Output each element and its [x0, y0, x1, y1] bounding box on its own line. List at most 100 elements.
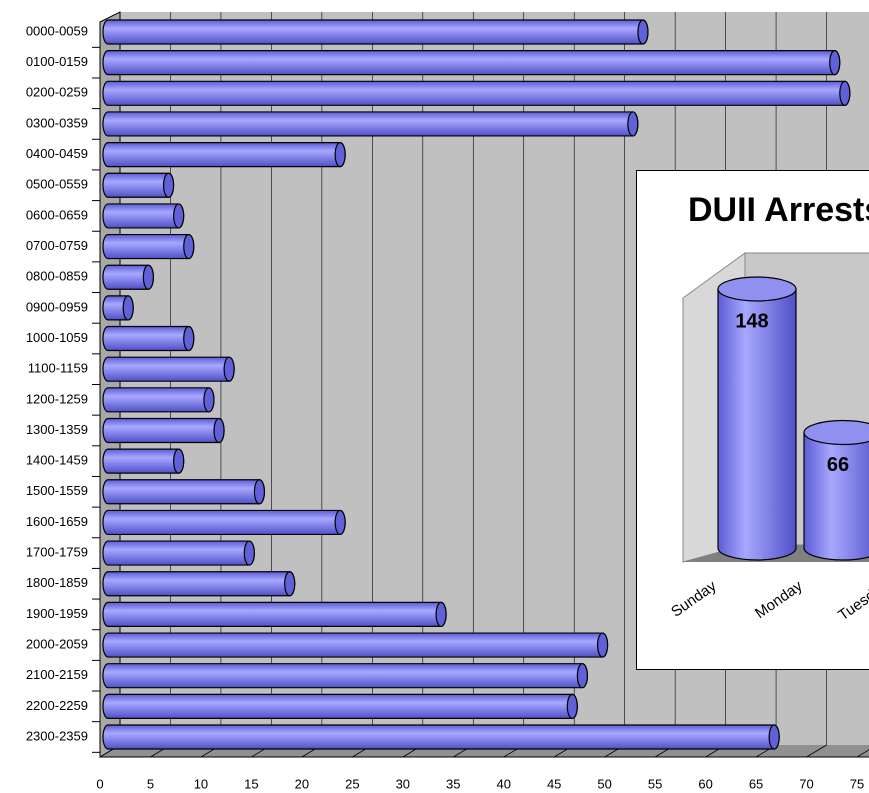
x-tick-label: 65 — [749, 776, 763, 791]
x-tick-label: 20 — [295, 776, 309, 791]
bar — [102, 50, 841, 76]
y-tick-label: 1500-1559 — [26, 483, 88, 498]
bar-body — [102, 724, 780, 750]
data-label: 148 — [735, 310, 768, 332]
bar — [102, 540, 255, 566]
tick-mark — [856, 749, 869, 758]
y-tick-label: 1700-1759 — [26, 545, 88, 560]
bar — [102, 387, 215, 413]
y-tick-label: 1100-1159 — [28, 361, 88, 376]
x-tick-label: 55 — [648, 776, 662, 791]
x-tick-label: 60 — [698, 776, 712, 791]
bar-body — [102, 509, 346, 536]
bar-cap — [566, 693, 578, 719]
x-tick-label: 0 — [96, 776, 103, 791]
bar — [102, 417, 225, 444]
bar — [102, 509, 346, 536]
y-tick-label: 0900-0959 — [26, 299, 88, 314]
bar-cap — [213, 417, 225, 444]
bar-body — [102, 693, 578, 719]
x-tick-label: 35 — [446, 776, 460, 791]
bar-cap — [142, 264, 154, 290]
bar-cap — [173, 448, 185, 474]
column-body — [717, 288, 797, 561]
bar-cap — [627, 111, 639, 137]
bar-cap — [223, 356, 235, 382]
bar-body — [102, 632, 609, 658]
bar — [102, 356, 235, 382]
column-top — [803, 419, 869, 446]
bar-cap — [162, 172, 175, 198]
bar-cap — [596, 632, 609, 658]
column — [803, 419, 869, 561]
bar — [102, 142, 346, 168]
bar-body — [102, 417, 225, 444]
bar-cap — [253, 479, 265, 505]
bar — [102, 80, 851, 106]
bar-body — [102, 387, 215, 413]
x-tick-label: 45 — [547, 776, 561, 791]
bar — [102, 203, 185, 229]
bar-body — [102, 19, 649, 45]
x-tick-label: 25 — [345, 776, 359, 791]
bar — [102, 571, 296, 597]
x-tick-label: 70 — [799, 776, 813, 791]
bar — [102, 663, 588, 689]
bar-cap — [183, 233, 195, 260]
x-tick-label: 10 — [194, 776, 208, 791]
bar — [102, 448, 185, 474]
bar-cap — [334, 509, 346, 536]
x-tick-label: 75 — [850, 776, 864, 791]
y-tick-label: 0700-0759 — [26, 238, 88, 253]
y-tick-label: 1200-1259 — [26, 391, 88, 406]
bar — [102, 479, 265, 505]
bar — [102, 172, 175, 198]
bar-body — [102, 663, 588, 689]
bar-body — [102, 356, 235, 382]
bar — [102, 632, 609, 658]
y-tick-label: 0800-0859 — [26, 269, 88, 284]
data-label: 66 — [827, 454, 849, 476]
bar-cap — [183, 325, 195, 352]
bar-body — [102, 111, 639, 137]
x-tick-label: 50 — [597, 776, 611, 791]
y-tick-label: 1900-1959 — [26, 606, 88, 621]
bar — [102, 601, 447, 627]
bar-cap — [637, 19, 649, 45]
y-tick-label: 0500-0559 — [26, 177, 88, 192]
y-tick-label: 1300-1359 — [26, 422, 88, 437]
y-tick-label: 2200-2259 — [26, 698, 88, 713]
bar — [102, 233, 195, 260]
inset-title: DUII Arrests — [688, 191, 869, 229]
bar-cap — [173, 203, 185, 229]
bar-body — [102, 571, 296, 597]
x-tick-label: 30 — [396, 776, 410, 791]
y-tick-label: 1600-1659 — [26, 514, 88, 529]
y-tick-label: 0100-0159 — [26, 54, 88, 69]
tick-mark — [806, 744, 827, 758]
bar-cap — [435, 601, 447, 627]
bar — [102, 264, 154, 290]
bar — [102, 295, 134, 321]
y-tick-label: 1800-1859 — [26, 575, 88, 590]
bar — [102, 693, 578, 719]
bar-cap — [203, 387, 215, 413]
column-body — [803, 431, 869, 561]
y-tick-label: 1400-1459 — [26, 453, 88, 468]
bar-body — [102, 479, 265, 505]
y-tick-label: 2300-2359 — [26, 728, 88, 743]
column — [717, 276, 797, 561]
bar-body — [102, 448, 185, 474]
column-top — [717, 276, 797, 302]
bar-cap — [576, 663, 588, 689]
bar-cap — [829, 50, 841, 76]
y-tick-label: 0200-0259 — [26, 85, 88, 100]
bar-body — [102, 50, 841, 76]
x-tick-label: 15 — [244, 776, 258, 791]
bar — [102, 111, 639, 137]
y-tick-label: 1000-1059 — [26, 330, 88, 345]
bar — [102, 325, 195, 352]
bar-body — [102, 601, 447, 627]
